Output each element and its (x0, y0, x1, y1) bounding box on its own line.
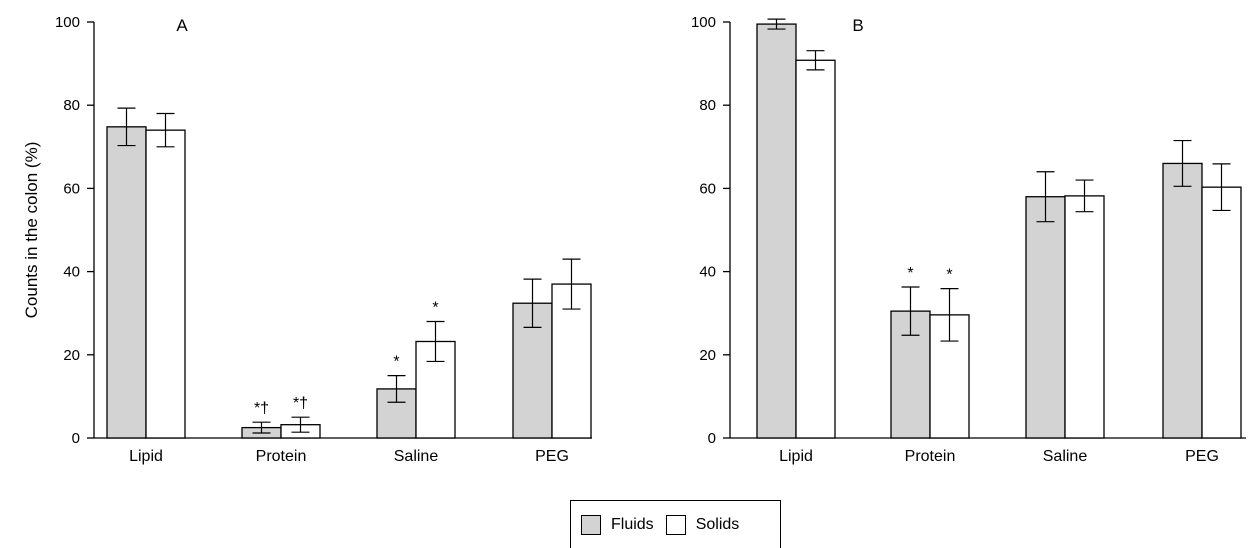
panel-b-bar-saline-solids (1064, 195, 1105, 439)
legend-swatch-fluids (581, 514, 601, 535)
panel-b-bar-peg-solids (1201, 186, 1242, 439)
panel-a-y-tick-label-80: 80 (63, 97, 80, 114)
panel-b-y-tick-label-60: 60 (699, 180, 716, 197)
panel-b-category-label-protein: Protein (905, 448, 956, 465)
legend-label-fluids: Fluids (611, 515, 654, 533)
panel-b-bar-peg-fluids (1162, 162, 1203, 439)
panel-a-y-tick-label-40: 40 (63, 264, 80, 281)
panel-b-significance-marker-protein-fluids: * (907, 265, 913, 282)
panel-b-significance-marker-protein-solids: * (946, 267, 952, 284)
panel-b-y-tick-label-100: 100 (691, 14, 716, 31)
panel-a-significance-marker-protein-solids: *† (293, 395, 308, 412)
chart-canvas: 0 20 40 60 80 100 A Counts in the colon (%) Lipi… (22, 14, 1246, 465)
panel-b-y-tick-label-80: 80 (699, 97, 716, 114)
panel-b-letter: B (852, 16, 863, 35)
panel-a-y-tick-label-0: 0 (72, 430, 80, 447)
panel-b-y-tick-label-0: 0 (708, 430, 716, 447)
panel-a-bar-lipid-solids (145, 129, 186, 439)
legend-item-solids: Solids (665, 514, 740, 535)
legend: Fluids Solids (570, 500, 781, 548)
panel-b-bar-lipid-fluids (756, 23, 797, 439)
panel-a-letter: A (176, 16, 188, 35)
panel-a-category-label-saline: Saline (394, 448, 439, 465)
legend-label-solids: Solids (695, 515, 740, 533)
legend-swatch-solids (665, 514, 686, 535)
panel-a-category-label-lipid: Lipid (129, 448, 163, 465)
panel-a-significance-marker-protein-fluids: *† (254, 400, 269, 417)
panel-a-category-label-protein: Protein (256, 448, 307, 465)
panel-b-y-tick-label-40: 40 (699, 264, 716, 281)
panel-b-bar-saline-fluids (1025, 196, 1066, 439)
y-axis-label: Counts in the colon (%) (22, 142, 41, 319)
panel-a-significance-marker-saline-solids: * (432, 300, 438, 317)
panel-a-y-tick-label-100: 100 (55, 14, 80, 31)
panel-a-y-tick-label-20: 20 (63, 347, 80, 364)
panel-a-category-label-peg: PEG (535, 448, 569, 465)
panel-b-category-label-saline: Saline (1043, 448, 1088, 465)
panel-a-significance-marker-saline-fluids: * (393, 354, 399, 371)
panel-a-bar-saline-fluids (376, 388, 417, 439)
panel-b-y-tick-label-20: 20 (699, 347, 716, 364)
panel-b-category-label-lipid: Lipid (779, 448, 813, 465)
legend-item-fluids: Fluids (581, 514, 654, 535)
panel-b-category-label-peg: PEG (1185, 448, 1219, 465)
panel-a-bar-lipid-fluids (106, 126, 147, 439)
panel-b-bar-lipid-solids (795, 59, 836, 439)
panel-a-y-tick-label-60: 60 (63, 180, 80, 197)
